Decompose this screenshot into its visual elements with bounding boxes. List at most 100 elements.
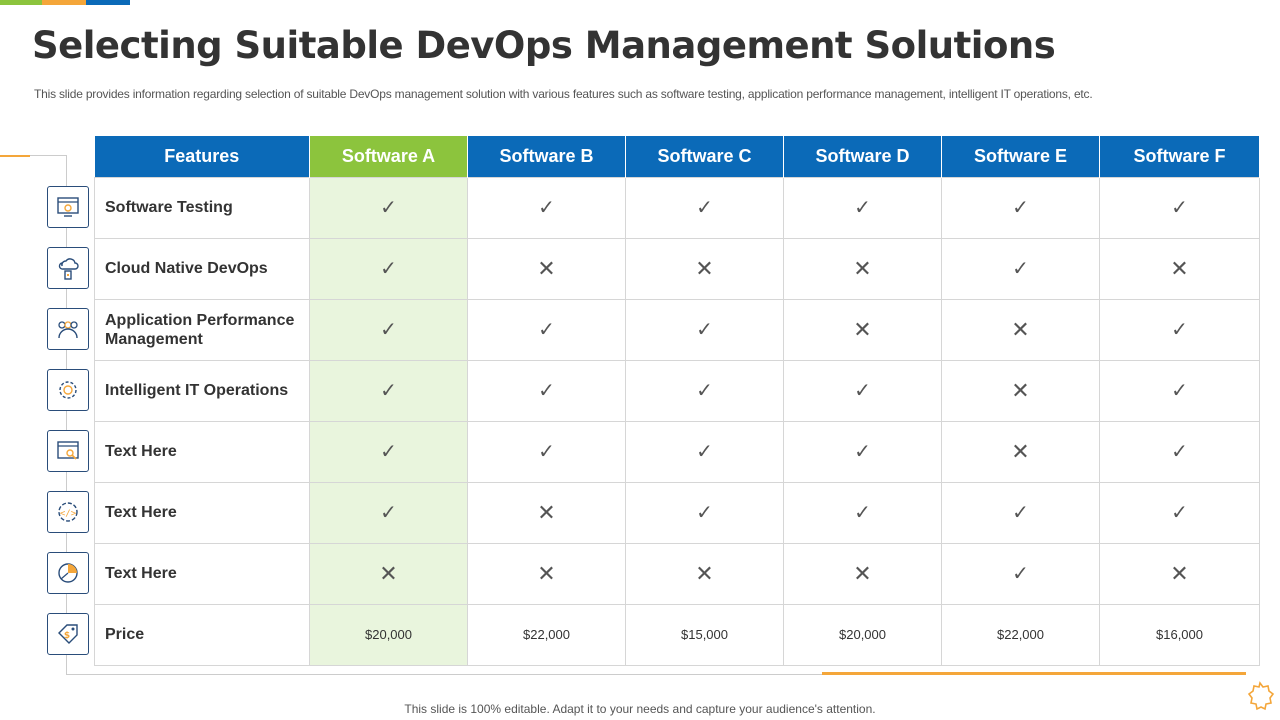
feature-label: Text Here [94,542,310,605]
orange-accent-line-bottom [822,672,1246,675]
feature-cell: ✓ [309,237,468,300]
table-row: Text Here ✓ ✓ ✓ ✓ ✕ ✓ [94,420,1260,483]
feature-cell: ✓ [1099,359,1260,422]
feature-cell: ✓ [467,359,626,422]
feature-cell: ✓ [783,481,942,544]
table-row: Application Performance Management ✓ ✓ ✓ ✕ ✕ ✓ [94,298,1260,361]
feature-cell: ✕ [1099,237,1260,300]
feature-cell: ✓ [783,359,942,422]
table-row: Text Here ✓ ✕ ✓ ✓ ✓ ✓ [94,481,1260,544]
feature-cell: ✓ [625,298,784,361]
accent-bar-green [0,0,42,5]
table-row: Software Testing ✓ ✓ ✓ ✓ ✓ ✓ [94,176,1260,239]
check-icon: ✓ [854,197,871,219]
table-row: Text Here ✕ ✕ ✕ ✕ ✓ ✕ [94,542,1260,605]
browser-search-icon [47,430,89,472]
orange-accent-line [0,155,30,157]
cross-icon: ✕ [537,560,556,586]
feature-cell: ✕ [941,298,1100,361]
header-software-f: Software F [1099,136,1260,177]
frame-line-bottom [66,674,826,675]
feature-cell: ✓ [467,298,626,361]
feature-cell: ✕ [1099,542,1260,605]
feature-cell: ✓ [625,359,784,422]
check-icon: ✓ [380,319,397,341]
feature-label: Text Here [94,420,310,483]
feature-cell: ✕ [309,542,468,605]
feature-cell: ✓ [1099,420,1260,483]
check-icon: ✓ [380,441,397,463]
check-icon: ✓ [854,380,871,402]
gear-cluster-icon [47,369,89,411]
check-icon: ✓ [854,502,871,524]
cross-icon: ✕ [853,560,872,586]
cloud-device-icon [47,247,89,289]
check-icon: ✓ [380,197,397,219]
check-icon: ✓ [538,197,555,219]
feature-label: Price [94,603,310,666]
slide-footer: This slide is 100% editable. Adapt it to… [0,702,1280,716]
header-software-c: Software C [625,136,784,177]
check-icon: ✓ [380,258,397,280]
price-cell: $15,000 [625,603,784,666]
accent-bar-blue [86,0,130,5]
cross-icon: ✕ [1011,316,1030,342]
feature-cell: ✕ [941,359,1100,422]
table-row: Cloud Native DevOps ✓ ✕ ✕ ✕ ✓ ✕ [94,237,1260,300]
feature-cell: ✓ [309,298,468,361]
performance-gauge-icon [47,308,89,350]
feature-cell: ✓ [625,481,784,544]
cross-icon: ✕ [853,255,872,281]
table-row: Intelligent IT Operations ✓ ✓ ✓ ✓ ✕ ✓ [94,359,1260,422]
svg-text:$: $ [64,631,70,641]
feature-label: Cloud Native DevOps [94,237,310,300]
pie-chart-icon [47,552,89,594]
frame-line-vertical [66,155,67,675]
check-icon: ✓ [1012,502,1029,524]
feature-cell: ✕ [783,542,942,605]
cross-icon: ✕ [1170,560,1189,586]
accent-bar-orange [42,0,86,5]
check-icon: ✓ [1171,441,1188,463]
header-features: Features [94,136,310,177]
check-icon: ✓ [1171,502,1188,524]
price-cell: $22,000 [941,603,1100,666]
feature-cell: ✓ [941,237,1100,300]
feature-cell: ✓ [1099,481,1260,544]
cross-icon: ✕ [537,255,556,281]
cross-icon: ✕ [537,499,556,525]
frame-line-top [30,155,67,156]
code-gear-icon: </> [47,491,89,533]
cross-icon: ✕ [1011,438,1030,464]
check-icon: ✓ [380,502,397,524]
cross-icon: ✕ [1011,377,1030,403]
testing-screen-icon [47,186,89,228]
check-icon: ✓ [538,441,555,463]
check-icon: ✓ [696,441,713,463]
header-software-e: Software E [941,136,1100,177]
feature-cell: ✓ [625,420,784,483]
check-icon: ✓ [696,319,713,341]
cross-icon: ✕ [695,560,714,586]
feature-cell: ✓ [783,176,942,239]
comparison-table: Features Software A Software B Software C So… [94,136,1260,666]
header-software-d: Software D [783,136,942,177]
check-icon: ✓ [1012,563,1029,585]
check-icon: ✓ [1012,258,1029,280]
price-cell: $20,000 [783,603,942,666]
feature-cell: ✓ [941,481,1100,544]
cross-icon: ✕ [853,316,872,342]
gear-outline-icon [1247,681,1275,711]
check-icon: ✓ [854,441,871,463]
cross-icon: ✕ [379,560,398,586]
feature-cell: ✓ [941,176,1100,239]
top-accent-bars [0,0,130,5]
table-body: Software Testing ✓ ✓ ✓ ✓ ✓ ✓ Cloud Native DevOp… [94,176,1260,666]
feature-cell: ✓ [309,420,468,483]
feature-cell: ✕ [625,542,784,605]
feature-cell: ✓ [941,542,1100,605]
table-row: Price $20,000 $22,000 $15,000 $20,000 $22,000… [94,603,1260,666]
header-software-b: Software B [467,136,626,177]
check-icon: ✓ [1012,197,1029,219]
slide-title: Selecting Suitable DevOps Management Sol… [32,24,1056,67]
